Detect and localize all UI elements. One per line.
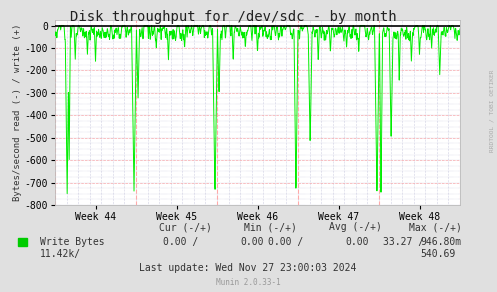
Text: Avg (-/+): Avg (-/+) <box>329 222 381 232</box>
Text: 946.80m: 946.80m <box>420 237 461 247</box>
Text: Max (-/+): Max (-/+) <box>409 222 461 232</box>
Text: 11.42k/: 11.42k/ <box>40 249 81 259</box>
Text: 33.27 /: 33.27 / <box>383 237 424 247</box>
Text: RRDTOOL / TOBI OETIKER: RRDTOOL / TOBI OETIKER <box>489 70 494 152</box>
Text: 0.00: 0.00 <box>345 237 368 247</box>
Text: Disk throughput for /dev/sdc - by month: Disk throughput for /dev/sdc - by month <box>70 10 397 24</box>
Text: 0.00 /: 0.00 / <box>163 237 198 247</box>
Text: 0.00 /: 0.00 / <box>268 237 303 247</box>
Text: Last update: Wed Nov 27 23:00:03 2024: Last update: Wed Nov 27 23:00:03 2024 <box>139 263 357 273</box>
Text: Cur (-/+): Cur (-/+) <box>159 222 211 232</box>
Text: 540.69: 540.69 <box>420 249 455 259</box>
Text: Write Bytes: Write Bytes <box>40 237 105 247</box>
Y-axis label: Bytes/second read (-) / write (+): Bytes/second read (-) / write (+) <box>13 24 22 201</box>
Text: Munin 2.0.33-1: Munin 2.0.33-1 <box>216 278 280 287</box>
Text: 0.00: 0.00 <box>240 237 263 247</box>
Text: Min (-/+): Min (-/+) <box>244 222 296 232</box>
